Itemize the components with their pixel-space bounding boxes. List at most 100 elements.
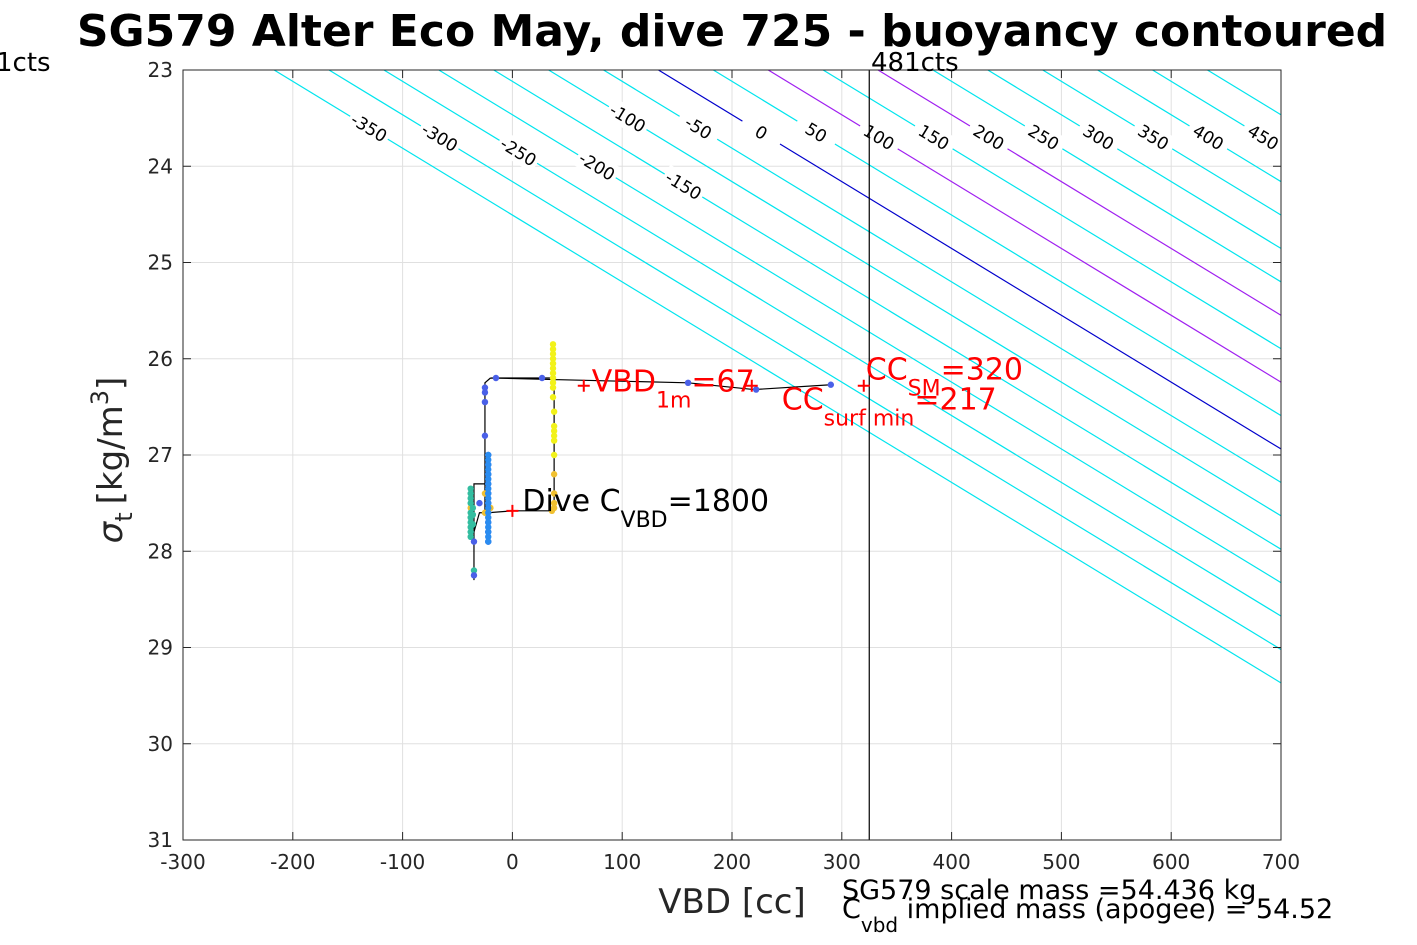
point-mid-blue <box>485 528 492 536</box>
point-blue <box>481 384 489 391</box>
marker-cross <box>857 379 870 392</box>
point-yellow <box>549 369 557 377</box>
contour-label-bg <box>572 145 622 188</box>
marker-label-main: CC <box>782 383 824 418</box>
point-blue <box>538 374 546 382</box>
point-yellow <box>549 345 557 353</box>
point-mid-blue <box>485 485 492 492</box>
contour-label-bg <box>854 116 904 159</box>
point-yellow <box>549 384 557 391</box>
marker-label: VBD1m=67 <box>592 365 755 414</box>
point-blue <box>470 572 478 579</box>
marker-label: CCsurf min=217 <box>782 383 997 432</box>
contour-label-bg <box>603 97 653 139</box>
marker-cross <box>745 379 758 392</box>
point-teal <box>467 495 474 502</box>
contour-label-bg <box>909 116 959 159</box>
axis-ticks: -300 -200 -100 0 100 200 300 400 500 600 700 23 24 25… <box>148 58 1301 874</box>
contour-line <box>548 70 1281 517</box>
marker-label: Dive CVBD=1800 <box>522 484 769 533</box>
point-yellow <box>550 427 558 435</box>
contour-labels: -350 -300 -250 -200-150-100 -50 0 50 100 150 200 2… <box>344 97 1288 207</box>
contour-label-bg <box>736 111 786 154</box>
grid <box>182 69 1282 841</box>
point-yellow <box>549 365 557 372</box>
y-label-symbol: σ <box>91 520 131 543</box>
point-yellow <box>549 379 557 387</box>
svg-text:σt[kg/m3]: σt [kg/m3] <box>86 377 138 544</box>
contour-label-bg <box>344 106 394 149</box>
marker-label-sub: surf min <box>824 407 915 432</box>
point-teal <box>470 567 478 574</box>
right-vline-label: 481cts <box>871 48 959 78</box>
marker-label-value: =67 <box>691 365 754 400</box>
point-mid-blue <box>485 461 492 468</box>
x-tick-label: 500 <box>1042 850 1080 874</box>
point-yellow <box>549 341 557 348</box>
point-orange <box>550 490 558 497</box>
point-yellow <box>550 408 558 415</box>
y-tick-label: 27 <box>148 443 173 467</box>
point-mid-blue <box>485 451 492 459</box>
point-mid-blue <box>485 475 492 483</box>
marker-label-sub: VBD <box>621 508 668 533</box>
contour-line <box>1042 70 1281 216</box>
point-yellow <box>549 350 557 358</box>
point-orange <box>550 499 558 507</box>
y-tick-label: 30 <box>148 732 173 756</box>
y-tick-label: 25 <box>148 251 173 275</box>
x-tick-label: 200 <box>713 850 751 874</box>
point-blue <box>481 432 489 439</box>
point-teal <box>469 511 477 518</box>
point-blue <box>481 389 489 396</box>
marker-label-sub: SM <box>908 377 941 402</box>
point-yellow <box>550 422 558 430</box>
point-mid-blue <box>485 538 492 545</box>
contour-line <box>273 70 1281 684</box>
point-orange <box>550 471 558 478</box>
y-label-sup: 3 <box>86 390 114 405</box>
point-teal <box>467 485 474 492</box>
contour-line <box>987 70 1281 250</box>
point-mid-blue <box>485 533 492 541</box>
point-yellow <box>549 360 557 367</box>
footer-rest: implied mass (apogee) = 54.52 <box>898 894 1333 925</box>
point-yellow <box>550 451 558 459</box>
marker-label-main: Dive C <box>522 484 620 519</box>
point-teal <box>467 499 474 507</box>
y-label-close: ] <box>91 377 131 390</box>
contour-line <box>713 70 1281 417</box>
point-mid-blue <box>485 456 492 464</box>
footer-c: C <box>842 894 861 925</box>
marker-label-value: =320 <box>941 353 1023 388</box>
point-mid-blue <box>485 504 492 512</box>
x-tick-label: 0 <box>506 850 519 874</box>
contour-label-bg <box>1019 116 1069 159</box>
contour-label-bg <box>791 111 841 154</box>
point-orange <box>548 507 556 515</box>
y-label-sub: t <box>110 512 138 521</box>
marker-label-value: =1800 <box>668 484 769 519</box>
x-axis-label: VBD [cc] <box>658 882 806 922</box>
contour-line <box>328 70 1281 651</box>
x-tick-label: 600 <box>1152 850 1190 874</box>
point-teal <box>469 504 477 512</box>
contour-label-bg <box>673 106 723 149</box>
point-blue <box>827 381 835 388</box>
point-teal <box>469 521 477 528</box>
marker-cross <box>506 504 519 517</box>
point-mid-blue <box>485 490 492 497</box>
contour-line <box>822 70 1281 350</box>
footer-implied-mass: Cvbd implied mass (apogee) = 54.52 <box>842 894 1333 937</box>
point-mid-blue <box>485 471 492 478</box>
contour-line <box>603 70 1281 484</box>
contour-line <box>438 70 1281 584</box>
contour-line <box>932 70 1281 283</box>
marker-label-main: VBD <box>592 365 656 400</box>
y-tick-label: 31 <box>148 828 173 852</box>
point-blue <box>470 538 478 545</box>
point-mid-blue <box>485 466 492 473</box>
contour-line <box>767 70 1281 383</box>
